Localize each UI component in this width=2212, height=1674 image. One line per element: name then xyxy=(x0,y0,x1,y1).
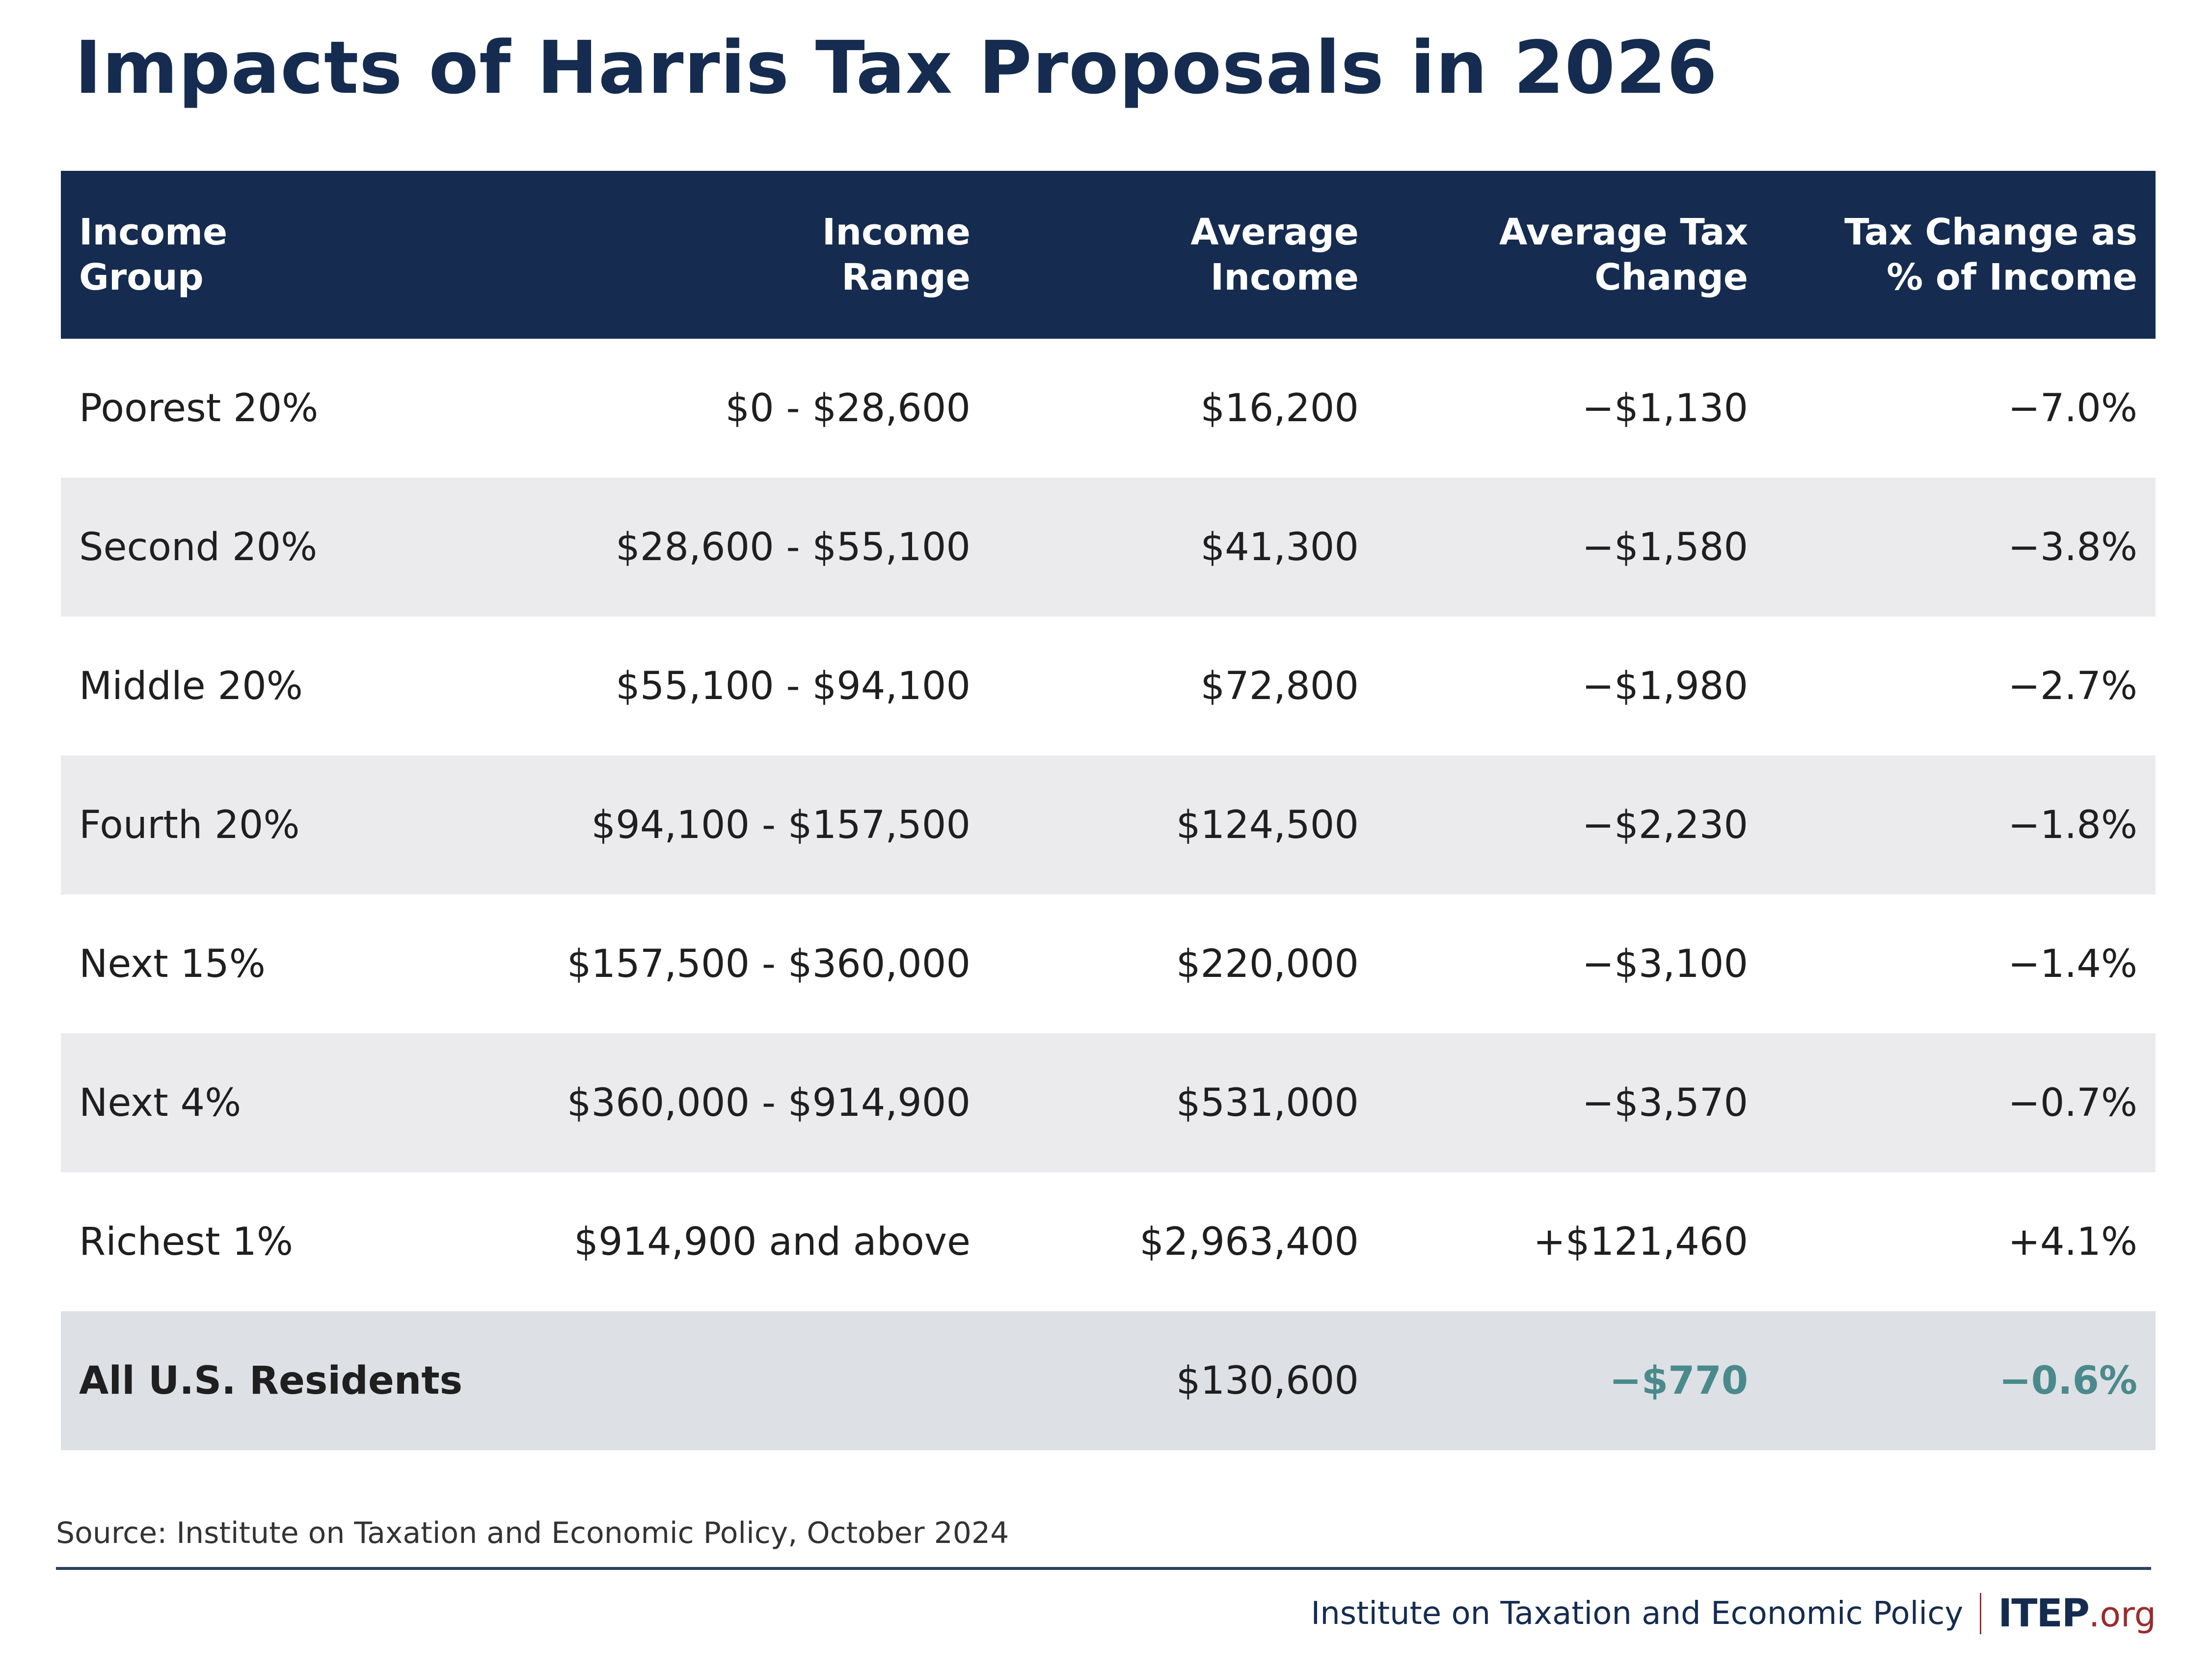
cell-income-group: Poorest 20% xyxy=(79,386,319,431)
cell-average-income: $130,600 xyxy=(1176,1358,1359,1403)
cell-income-group: All U.S. Residents xyxy=(79,1358,463,1403)
header-line: Range xyxy=(841,256,971,298)
cell-average-income: $531,000 xyxy=(1176,1080,1359,1125)
cell-pct-of-income: −7.0% xyxy=(2008,386,2137,431)
header-line: Change xyxy=(1594,256,1748,298)
cell-pct-of-income: −3.8% xyxy=(2008,525,2137,569)
header-line: % of Income xyxy=(1887,256,2137,298)
cell-income-group: Richest 1% xyxy=(79,1219,293,1264)
cell-income-group: Fourth 20% xyxy=(79,803,300,847)
page-title: Impacts of Harris Tax Proposals in 2026 xyxy=(75,26,1718,110)
cell-average-income: $2,963,400 xyxy=(1139,1219,1359,1264)
cell-income-group: Second 20% xyxy=(79,525,318,569)
table-row: Next 15% $157,500 - $360,000 $220,000 −$… xyxy=(61,894,2156,1033)
cell-income-group: Next 4% xyxy=(79,1080,242,1125)
header-line: Average Tax xyxy=(1499,211,1748,253)
source-note: Source: Institute on Taxation and Econom… xyxy=(56,1516,1009,1550)
cell-pct-of-income: −0.6% xyxy=(1999,1358,2137,1403)
table-total-row: All U.S. Residents $130,600 −$770 −0.6% xyxy=(61,1311,2156,1450)
header-line: Income xyxy=(79,211,228,253)
footer-separator xyxy=(1980,1593,1982,1634)
logo-suffix: .org xyxy=(2088,1594,2156,1635)
cell-income-range: $157,500 - $360,000 xyxy=(566,942,971,986)
footer-org-name: Institute on Taxation and Economic Polic… xyxy=(1311,1595,1964,1632)
table-row: Second 20% $28,600 - $55,100 $41,300 −$1… xyxy=(61,478,2156,617)
cell-income-range: $0 - $28,600 xyxy=(725,386,971,431)
header-line: Group xyxy=(79,256,204,298)
cell-average-tax-change: −$3,100 xyxy=(1582,942,1748,986)
cell-pct-of-income: −1.8% xyxy=(2008,803,2137,847)
header-pct-of-income: Tax Change as% of Income xyxy=(1844,171,2137,339)
cell-income-range: $914,900 and above xyxy=(574,1219,971,1264)
cell-income-range: $360,000 - $914,900 xyxy=(566,1080,971,1125)
logo-main: ITEP xyxy=(1998,1592,2090,1636)
cell-average-income: $220,000 xyxy=(1176,942,1359,986)
cell-average-income: $41,300 xyxy=(1200,525,1359,569)
header-average-income: Average Income xyxy=(1190,171,1359,339)
footer-divider xyxy=(56,1567,2151,1570)
table-row: Poorest 20% $0 - $28,600 $16,200 −$1,130… xyxy=(61,339,2156,478)
header-income-range: Income Range xyxy=(822,171,971,339)
cell-pct-of-income: −2.7% xyxy=(2008,664,2137,708)
cell-income-range: $55,100 - $94,100 xyxy=(616,664,971,708)
cell-average-income: $16,200 xyxy=(1200,386,1359,431)
header-line: Average xyxy=(1190,211,1359,253)
cell-average-tax-change: −$1,980 xyxy=(1582,664,1748,708)
cell-income-range: $94,100 - $157,500 xyxy=(591,803,971,847)
cell-average-tax-change: −$1,580 xyxy=(1582,525,1748,569)
itep-logo: ITEP.org xyxy=(1998,1592,2156,1636)
table-row: Middle 20% $55,100 - $94,100 $72,800 −$1… xyxy=(61,617,2156,756)
header-line: Income xyxy=(1210,256,1359,298)
tax-impact-table: Income Group Income Range Average Income Av… xyxy=(61,171,2156,1450)
cell-average-income: $72,800 xyxy=(1200,664,1359,708)
footer: Institute on Taxation and Economic Polic… xyxy=(1311,1582,2156,1646)
cell-average-income: $124,500 xyxy=(1176,803,1359,847)
cell-pct-of-income: +4.1% xyxy=(2008,1219,2137,1264)
header-line: Income xyxy=(822,211,971,253)
table-row: Richest 1% $914,900 and above $2,963,400… xyxy=(61,1172,2156,1311)
cell-average-tax-change: −$770 xyxy=(1609,1358,1748,1403)
cell-average-tax-change: −$2,230 xyxy=(1582,803,1748,847)
cell-average-tax-change: +$121,460 xyxy=(1533,1219,1748,1264)
cell-pct-of-income: −1.4% xyxy=(2008,942,2137,986)
cell-income-group: Next 15% xyxy=(79,942,266,986)
header-average-tax-change: Average Tax Change xyxy=(1499,171,1748,339)
cell-income-group: Middle 20% xyxy=(79,664,303,708)
table-row: Fourth 20% $94,100 - $157,500 $124,500 −… xyxy=(61,756,2156,894)
cell-income-range: $28,600 - $55,100 xyxy=(616,525,971,569)
cell-average-tax-change: −$3,570 xyxy=(1582,1080,1748,1125)
cell-average-tax-change: −$1,130 xyxy=(1582,386,1748,431)
table-row: Next 4% $360,000 - $914,900 $531,000 −$3… xyxy=(61,1033,2156,1172)
table-header-row: Income Group Income Range Average Income Av… xyxy=(61,171,2156,339)
header-line: Tax Change as xyxy=(1844,211,2137,253)
header-income-group: Income Group xyxy=(79,171,227,339)
cell-pct-of-income: −0.7% xyxy=(2008,1080,2137,1125)
